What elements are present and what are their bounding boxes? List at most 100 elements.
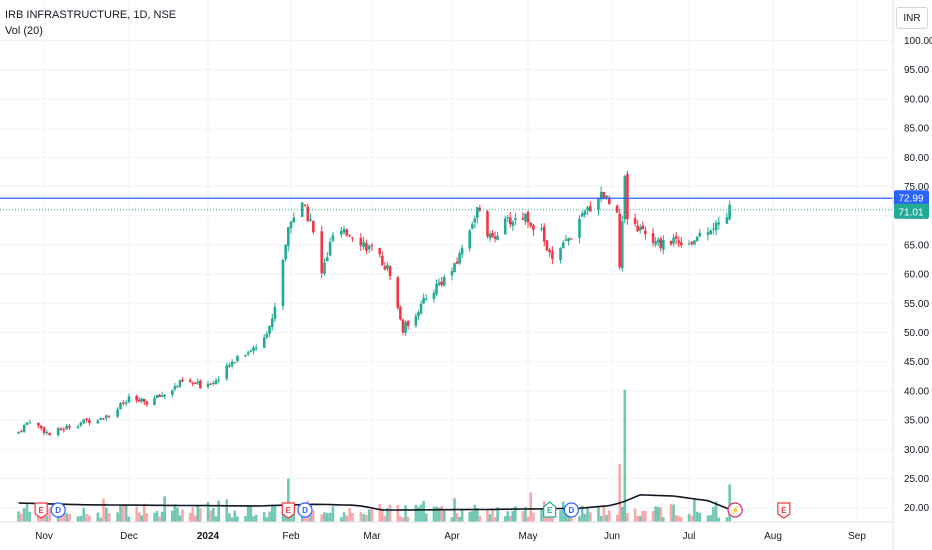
candle-body xyxy=(233,362,237,364)
candle-body xyxy=(491,233,494,237)
candle-body xyxy=(442,276,446,286)
volume-bar xyxy=(96,512,100,522)
event-marker[interactable]: E xyxy=(34,502,48,519)
volume-bar xyxy=(638,515,642,522)
candle-body xyxy=(181,379,184,382)
candle-body xyxy=(511,221,515,226)
volume-bar xyxy=(654,506,657,522)
volume-bar xyxy=(399,515,402,522)
volume-bar xyxy=(435,506,438,522)
candle-body xyxy=(107,415,111,417)
y-tick-label: 90.00 xyxy=(904,94,929,105)
event-marker[interactable]: E xyxy=(281,502,295,519)
earnings-icon xyxy=(777,502,791,519)
candle-body xyxy=(401,319,405,333)
volume-bar xyxy=(419,504,423,522)
candle-body xyxy=(677,240,681,243)
candle-body xyxy=(367,245,371,250)
candle-body xyxy=(453,263,456,273)
event-letter: E xyxy=(286,506,292,515)
candle-body xyxy=(153,398,156,405)
event-marker[interactable]: D xyxy=(563,502,579,518)
candle-body xyxy=(20,431,23,433)
candle-body xyxy=(551,251,554,260)
volume-bar xyxy=(496,507,499,522)
currency-button[interactable]: INR xyxy=(896,7,928,29)
candle-body xyxy=(493,236,497,239)
volume-bar xyxy=(674,514,678,522)
volume-bar xyxy=(623,389,627,522)
volume-bar xyxy=(615,514,619,522)
candle-body xyxy=(589,206,592,212)
event-marker[interactable]: ⚡ xyxy=(727,502,743,518)
volume-bar xyxy=(714,501,718,522)
candle-body xyxy=(458,253,461,264)
volume-bar xyxy=(252,516,255,522)
volume-bar xyxy=(284,512,287,522)
candle-body xyxy=(717,222,721,225)
candle-body xyxy=(615,205,619,213)
volume-bar xyxy=(406,516,410,522)
candle-body xyxy=(188,380,192,382)
volume-bar xyxy=(414,504,418,522)
candle-body xyxy=(59,428,63,430)
volume-bar xyxy=(564,511,568,522)
volume-bar xyxy=(145,513,149,522)
candle-body xyxy=(578,218,581,238)
earnings-icon xyxy=(34,502,48,519)
candle-body xyxy=(217,379,221,381)
volume-bar xyxy=(669,503,673,522)
horizontal-line-layer[interactable] xyxy=(0,197,893,211)
volume-bar xyxy=(712,507,715,522)
event-letter: E xyxy=(547,506,553,515)
volume-bar xyxy=(680,517,683,522)
candle-body xyxy=(690,242,694,245)
volume-bar xyxy=(370,507,374,522)
event-marker[interactable]: E xyxy=(777,502,791,519)
candle-body xyxy=(406,320,410,326)
candle-body xyxy=(695,236,699,241)
volume-bar xyxy=(17,511,20,522)
candle-body xyxy=(662,239,665,250)
event-marker[interactable]: E xyxy=(543,501,557,518)
last-price-tag xyxy=(894,203,929,219)
symbol-title[interactable]: IRB INFRASTRUCTURE, 1D, NSE xyxy=(5,9,177,21)
event-marker[interactable]: D xyxy=(50,502,66,518)
candle-body xyxy=(486,211,489,237)
y-tick-label: 45.00 xyxy=(904,357,929,368)
candle-body xyxy=(597,198,600,210)
candle-body xyxy=(268,325,271,334)
x-tick-label: Nov xyxy=(35,531,53,542)
candle-body xyxy=(42,427,46,433)
candle-body xyxy=(654,241,657,245)
volume-bar xyxy=(160,511,164,522)
event-letter: E xyxy=(38,506,44,515)
candle-body xyxy=(709,230,712,235)
volume-indicator-label[interactable]: Vol (20) xyxy=(5,25,43,37)
candle-body xyxy=(586,207,589,211)
candle-body xyxy=(399,307,402,320)
candle-body xyxy=(478,207,482,211)
volume-bar xyxy=(656,506,660,522)
candle-body xyxy=(212,382,215,385)
volume-bar xyxy=(348,507,351,522)
volume-bar xyxy=(559,510,562,522)
candle-body xyxy=(225,365,229,379)
candle-body xyxy=(28,422,32,424)
candle-body xyxy=(142,398,146,402)
candle-body xyxy=(191,382,195,384)
volume-bar xyxy=(422,501,425,522)
candle-body xyxy=(119,403,122,410)
candle-body xyxy=(414,316,418,326)
volume-bar xyxy=(524,506,527,522)
volume-bar xyxy=(196,505,200,522)
dividend-icon xyxy=(563,502,579,518)
volume-bar xyxy=(460,510,464,522)
x-tick-label: Apr xyxy=(444,531,460,542)
candle-body xyxy=(460,247,464,255)
event-marker[interactable]: D xyxy=(297,502,313,518)
candle-body xyxy=(102,418,105,420)
volume-bar xyxy=(493,517,497,522)
